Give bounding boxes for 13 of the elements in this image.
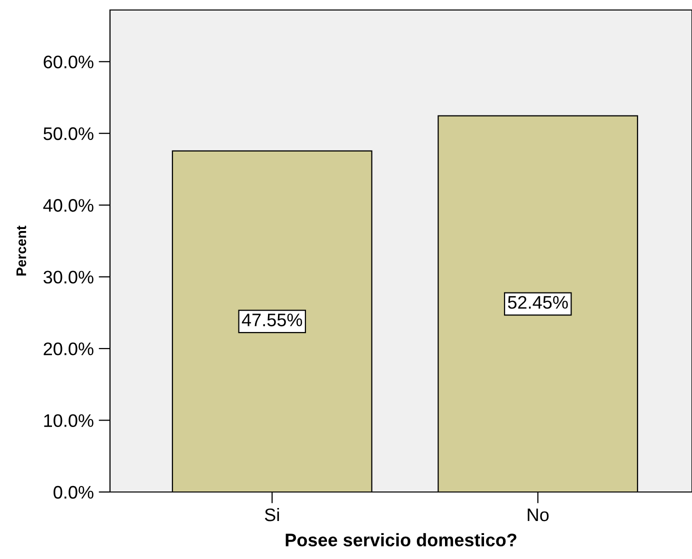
y-tick-label: 60.0% <box>44 56 94 68</box>
y-tick-label: 10.0% <box>44 414 94 427</box>
y-tick-label: 0.0% <box>54 486 94 499</box>
data-label: 47.55% <box>242 314 302 326</box>
data-label: 52.45% <box>508 296 568 309</box>
x-tick-label: Si <box>264 508 279 522</box>
y-tick-label: 50.0% <box>44 127 94 140</box>
x-axis-title: Posee servicio domestico? <box>286 533 516 546</box>
x-tick-label: No <box>528 508 549 522</box>
y-axis-title: Percent <box>16 226 26 276</box>
y-tick-label: 30.0% <box>44 270 94 284</box>
y-tick-label: 20.0% <box>44 342 94 356</box>
y-tick-label: 40.0% <box>43 199 94 212</box>
